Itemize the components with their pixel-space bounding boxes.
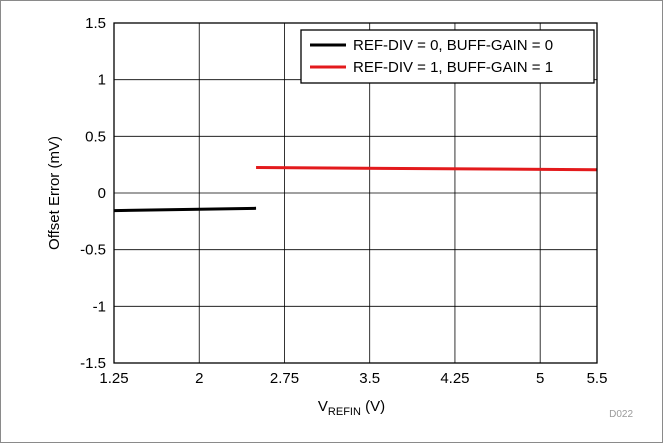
plot-border bbox=[113, 22, 598, 364]
y-tick-label: -1.5 bbox=[80, 355, 106, 372]
x-tick-label: 1.25 bbox=[99, 370, 128, 387]
series-line-0 bbox=[113, 206, 257, 213]
legend-label-series-1: REF-DIV = 1, BUFF-GAIN = 1 bbox=[353, 59, 553, 76]
x-axis-label-subscript: REFIN bbox=[328, 406, 361, 418]
y-axis-label: Offset Error (mV) bbox=[46, 136, 63, 250]
y-tick-label: 1.5 bbox=[85, 15, 106, 32]
figure-code: D022 bbox=[609, 409, 633, 420]
x-axis-label-unit: (V) bbox=[361, 398, 385, 415]
y-tick-label: 0.5 bbox=[85, 128, 106, 145]
legend-box bbox=[300, 29, 595, 84]
legend-label-series-0: REF-DIV = 0, BUFF-GAIN = 0 bbox=[353, 37, 553, 54]
y-tick-labels: -1.5 -1 -0.5 0 0.5 1 1.5 bbox=[80, 15, 106, 372]
series-line-1 bbox=[256, 166, 598, 172]
legend: REF-DIV = 0, BUFF-GAIN = 0 REF-DIV = 1, … bbox=[300, 29, 595, 84]
y-tick-label: -0.5 bbox=[80, 242, 106, 259]
y-tick-label: -1 bbox=[93, 298, 106, 315]
x-tick-label: 3.5 bbox=[359, 370, 380, 387]
x-tick-label: 5 bbox=[536, 370, 544, 387]
series-lines bbox=[113, 166, 598, 213]
x-tick-label: 2 bbox=[195, 370, 203, 387]
x-axis-label-main: V bbox=[318, 398, 328, 415]
y-tick-label: 1 bbox=[98, 72, 106, 89]
x-tick-label: 5.5 bbox=[587, 370, 608, 387]
x-tick-label: 4.25 bbox=[440, 370, 469, 387]
x-tick-label: 2.75 bbox=[270, 370, 299, 387]
x-tick-labels: 1.25 2 2.75 3.5 4.25 5 5.5 bbox=[99, 370, 607, 387]
y-tick-label: 0 bbox=[98, 185, 106, 202]
x-axis-label: VREFIN (V) bbox=[318, 398, 385, 418]
